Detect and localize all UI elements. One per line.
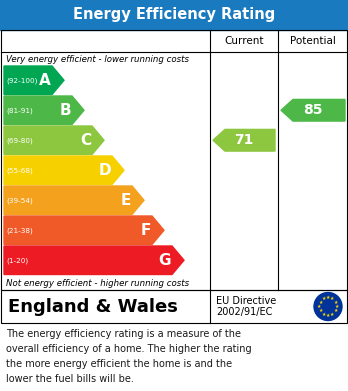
Bar [1, 30, 347, 290]
Bar [0, 0, 348, 30]
Text: (21-38): (21-38) [6, 227, 33, 233]
Bar [1, 290, 347, 323]
Text: Potential: Potential [290, 36, 335, 46]
Text: ★: ★ [317, 304, 322, 309]
Polygon shape [4, 156, 124, 185]
Text: Very energy efficient - lower running costs: Very energy efficient - lower running co… [6, 54, 189, 63]
Text: England & Wales: England & Wales [8, 298, 178, 316]
Text: (55-68): (55-68) [6, 167, 33, 174]
Text: 71: 71 [234, 133, 254, 147]
Text: D: D [98, 163, 111, 178]
Text: A: A [39, 73, 51, 88]
Text: B: B [60, 103, 71, 118]
Polygon shape [4, 216, 164, 244]
Polygon shape [4, 246, 184, 274]
Polygon shape [281, 99, 345, 121]
Text: ★: ★ [330, 296, 334, 301]
Text: ★: ★ [322, 312, 326, 317]
Polygon shape [213, 129, 275, 151]
Text: the more energy efficient the home is and the: the more energy efficient the home is an… [6, 359, 232, 369]
Text: (81-91): (81-91) [6, 107, 33, 113]
Circle shape [314, 292, 342, 321]
Text: ★: ★ [333, 300, 338, 305]
Text: EU Directive
2002/91/EC: EU Directive 2002/91/EC [216, 296, 276, 317]
Text: F: F [141, 223, 151, 238]
Text: ★: ★ [322, 296, 326, 301]
Text: ★: ★ [326, 313, 330, 317]
Text: E: E [121, 193, 131, 208]
Text: 85: 85 [303, 103, 323, 117]
Text: ★: ★ [333, 308, 338, 313]
Text: (69-80): (69-80) [6, 137, 33, 143]
Text: Energy Efficiency Rating: Energy Efficiency Rating [73, 7, 275, 23]
Text: G: G [159, 253, 171, 268]
Text: ★: ★ [318, 300, 323, 305]
Text: ★: ★ [326, 295, 330, 300]
Polygon shape [4, 66, 64, 95]
Text: overall efficiency of a home. The higher the rating: overall efficiency of a home. The higher… [6, 344, 252, 354]
Polygon shape [4, 186, 144, 215]
Polygon shape [4, 96, 84, 124]
Text: lower the fuel bills will be.: lower the fuel bills will be. [6, 374, 134, 384]
Text: (1-20): (1-20) [6, 257, 28, 264]
Text: C: C [80, 133, 91, 148]
Text: (39-54): (39-54) [6, 197, 33, 203]
Text: Current: Current [224, 36, 264, 46]
Text: ★: ★ [330, 312, 334, 317]
Text: ★: ★ [334, 304, 339, 309]
Text: Not energy efficient - higher running costs: Not energy efficient - higher running co… [6, 278, 189, 287]
Polygon shape [4, 126, 104, 154]
Text: The energy efficiency rating is a measure of the: The energy efficiency rating is a measur… [6, 329, 241, 339]
Text: ★: ★ [318, 308, 323, 313]
Text: (92-100): (92-100) [6, 77, 37, 84]
